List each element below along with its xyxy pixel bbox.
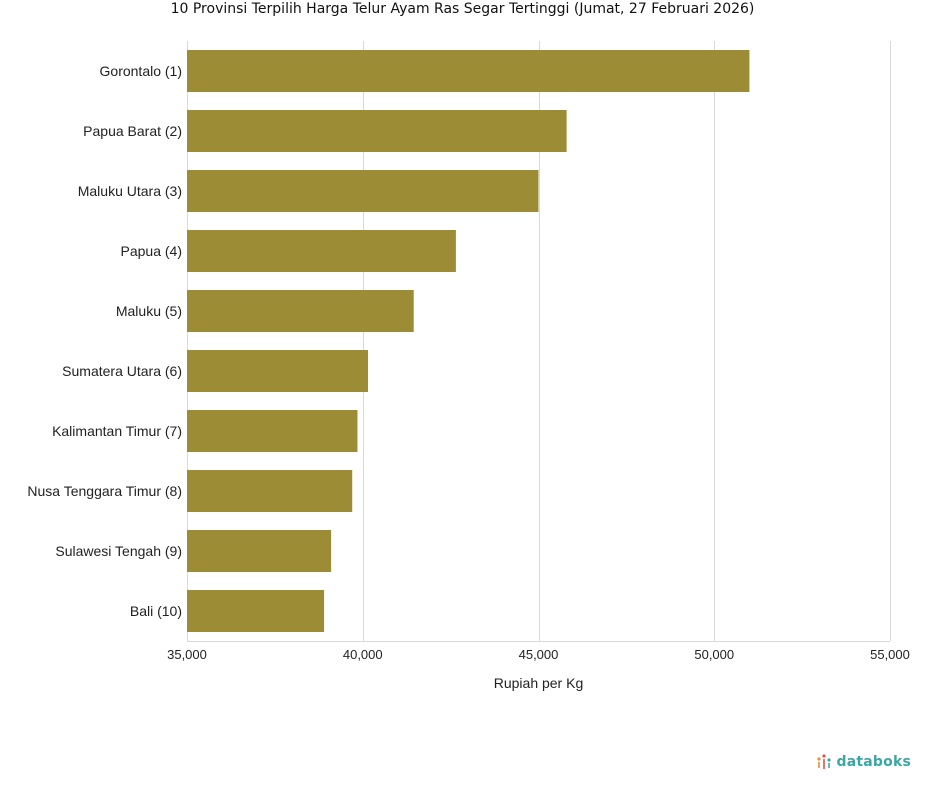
- brand-text: databoks: [836, 754, 911, 770]
- chart-title: 10 Provinsi Terpilih Harga Telur Ayam Ra…: [170, 1, 755, 17]
- y-tick-label: Kalimantan Timur (7): [52, 423, 182, 439]
- x-tick-label: 45,000: [519, 647, 559, 662]
- y-tick-label: Maluku (5): [116, 303, 182, 319]
- x-tick-label: 50,000: [694, 647, 734, 662]
- x-tick-label: 35,000: [167, 647, 207, 662]
- databoks-logo-icon: [816, 754, 831, 769]
- bar: [187, 350, 369, 392]
- y-tick-label: Nusa Tenggara Timur (8): [27, 483, 182, 499]
- bar: [187, 410, 358, 452]
- bar: [187, 470, 353, 512]
- bar: [187, 290, 414, 332]
- y-tick-label: Papua Barat (2): [83, 123, 182, 139]
- bar: [187, 230, 456, 272]
- x-tick-label: 55,000: [870, 647, 910, 662]
- y-tick-label: Gorontalo (1): [100, 63, 182, 79]
- bar: [187, 530, 332, 572]
- y-tick-label: Bali (10): [130, 603, 182, 619]
- x-axis-title: Rupiah per Kg: [494, 675, 584, 691]
- bar: [187, 110, 567, 152]
- bar: [187, 590, 325, 632]
- y-tick-label: Papua (4): [121, 243, 182, 259]
- y-tick-label: Sumatera Utara (6): [62, 363, 182, 379]
- bar: [187, 170, 539, 212]
- bar: [187, 50, 750, 92]
- x-tick-label: 40,000: [343, 647, 383, 662]
- brand-logo: databoks: [816, 752, 912, 772]
- y-tick-label: Maluku Utara (3): [78, 183, 182, 199]
- y-tick-label: Sulawesi Tengah (9): [55, 543, 182, 559]
